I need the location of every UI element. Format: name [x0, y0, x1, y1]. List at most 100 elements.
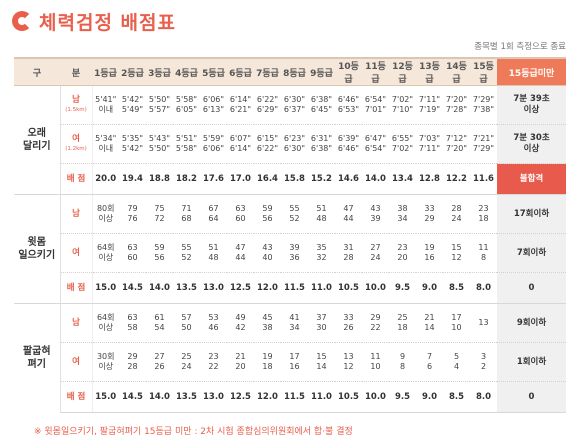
grade-value: 5'58": [175, 144, 198, 153]
grade-value: 18: [262, 362, 273, 371]
grade-cell: 15 14: [308, 342, 335, 382]
grade-cell: 33 29: [416, 194, 443, 234]
score-value: 8.5: [443, 381, 470, 413]
grade-cell: 64회 이상: [92, 303, 119, 343]
event-name: 팔굽혀 펴기: [14, 303, 61, 413]
score-value: 14.5: [119, 272, 146, 304]
measurement-note: 종목별 1회 측정으로 종료: [474, 42, 566, 52]
score-value: 13.0: [200, 381, 227, 413]
grade-value: 25: [397, 313, 408, 322]
grade-cell: 21 20: [227, 342, 254, 382]
grade-value: 37: [316, 313, 327, 322]
grade-value: 6'07": [229, 134, 252, 143]
event-name: 윗몸 일으키기: [14, 194, 61, 304]
grade-value: 6'06": [202, 144, 225, 153]
grade-cell: 6'14" 6'21": [227, 85, 254, 125]
grade-value: 21: [235, 352, 246, 361]
grade-cell: 27 24: [362, 233, 389, 273]
grade-cell: 27 26: [146, 342, 173, 382]
grade-value: 17: [451, 313, 462, 322]
grade-cell: 43 39: [362, 194, 389, 234]
grade-cell: 6'06" 6'13": [200, 85, 227, 125]
below-grade-value: 이상: [523, 105, 540, 115]
grade-cell: 30회 이상: [92, 342, 119, 382]
grade-value: 38: [262, 323, 273, 332]
grade-cell: 59 56: [146, 233, 173, 273]
grade-value: 6'31": [310, 134, 333, 143]
grade-cell: 43 40: [254, 233, 281, 273]
below-grade-value: 17회이하: [513, 208, 550, 219]
grade-value: 33: [424, 204, 435, 213]
grade-value: 7'11": [418, 144, 441, 153]
grade-value: 57: [181, 313, 192, 322]
grade-cell: 53 46: [200, 303, 227, 343]
score-value: 18.8: [146, 163, 173, 195]
score-value: 12.5: [227, 272, 254, 304]
score-row: 배 점 20.0 19.4 18.8 18.2 17.6 17.0 16.4 15.8 15.2 1…: [14, 163, 566, 195]
score-value: 17.0: [227, 163, 254, 195]
score-value: 12.0: [254, 272, 281, 304]
score-value: 17.6: [200, 163, 227, 195]
grade-value: 68: [181, 214, 192, 223]
header-subcategory: 분: [60, 57, 92, 86]
grade-value: 14: [316, 362, 327, 371]
grade-value: 26: [343, 323, 354, 332]
grade-value: 55: [289, 204, 300, 213]
grade-cell: 29 28: [119, 342, 146, 382]
grade-cell: 45 38: [254, 303, 281, 343]
header-grade: 15등급: [470, 57, 497, 86]
event-name: 오래 달리기: [14, 85, 61, 195]
event-name-line: 오래: [27, 128, 46, 139]
grade-value: 7'28": [445, 105, 468, 114]
grade-value: 7'29": [472, 144, 495, 153]
grade-value: 72: [154, 214, 165, 223]
grade-cell: 79 76: [119, 194, 146, 234]
grade-value: 7'29": [472, 95, 495, 104]
grade-value: 6'30": [283, 144, 306, 153]
score-value: 9.5: [389, 381, 416, 413]
score-value: 8.5: [443, 272, 470, 304]
grade-value: 5: [453, 352, 460, 361]
grade-value: 7'02": [391, 144, 414, 153]
score-value: 9.0: [416, 272, 443, 304]
score-value: 13.5: [173, 381, 200, 413]
grade-value: 48: [316, 214, 327, 223]
below-grade-score: 0: [497, 272, 566, 304]
header-below-grade: 15등급미만: [497, 57, 566, 86]
score-value: 13.4: [389, 163, 416, 195]
distance-label: (1.2km): [65, 146, 87, 152]
grade-value: 35: [316, 243, 327, 252]
grade-value: 이상: [98, 214, 114, 223]
grade-value: 60: [127, 253, 138, 262]
below-grade-value: 9회이하: [516, 317, 547, 328]
gender-label-text: 남: [72, 95, 80, 105]
grade-cell: 6'46" 6'53": [335, 85, 362, 125]
grade-value: 23: [397, 243, 408, 252]
grade-cell: 5'50" 5'57": [146, 85, 173, 125]
grade-value: 5'50": [148, 95, 171, 104]
grade-value: 5'42": [121, 95, 144, 104]
grade-value: 41: [289, 313, 300, 322]
grade-value: 23: [208, 352, 219, 361]
grade-value: 18: [478, 214, 489, 223]
below-grade-cell: 9회이하: [497, 303, 566, 343]
grade-cell: 37 30: [308, 303, 335, 343]
grade-value: 6'46": [337, 144, 360, 153]
grade-value: 11: [370, 352, 381, 361]
grade-cell: 33 26: [335, 303, 362, 343]
grade-value: 28: [127, 362, 138, 371]
grade-value: 14: [424, 323, 435, 332]
grade-value: 11: [478, 243, 489, 252]
grade-value: 34: [289, 323, 300, 332]
grade-value: 59: [154, 243, 165, 252]
grade-value: 63: [127, 313, 138, 322]
grade-value: 이상: [98, 323, 114, 332]
grade-value: 34: [397, 214, 408, 223]
header-row: 구 분 1등급 2등급 3등급 4등급 5등급 6등급 7등급 8등급 9등급 …: [14, 57, 566, 86]
grade-value: 52: [181, 253, 192, 262]
grade-cell: 21 14: [416, 303, 443, 343]
grade-value: 24: [181, 362, 192, 371]
grade-value: 29: [424, 214, 435, 223]
gender-label-text: 여: [72, 357, 80, 367]
grade-cell: 5'59" 6'06": [200, 124, 227, 164]
